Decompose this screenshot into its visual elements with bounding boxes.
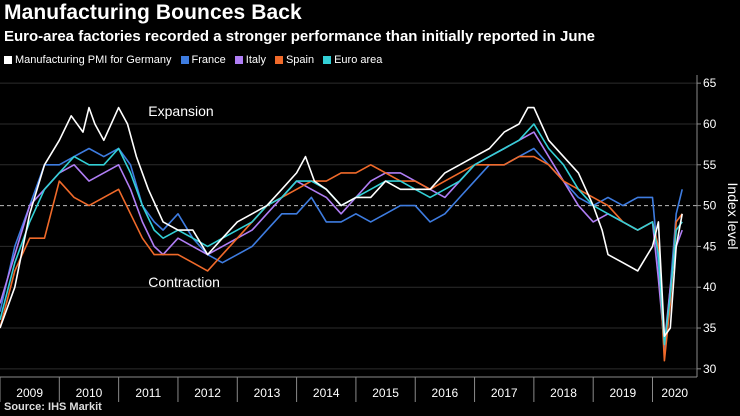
x-tick-label: 2012 [194, 386, 221, 400]
legend: Manufacturing PMI for Germany France Italy… [4, 54, 382, 66]
legend-label: Manufacturing PMI for Germany [15, 54, 172, 66]
legend-item: Manufacturing PMI for Germany [4, 54, 172, 66]
x-tick-label: 2014 [313, 386, 340, 400]
series-line-france [0, 147, 683, 354]
chart-title: Manufacturing Bounces Back [4, 1, 302, 24]
legend-label: Spain [285, 54, 315, 66]
source-note: Source: IHS Markit [4, 401, 102, 413]
grid [0, 82, 697, 402]
y-tick-label: 60 [703, 117, 717, 131]
x-tick-label: 2018 [550, 386, 577, 400]
x-tick-label: 2015 [372, 386, 399, 400]
series-group [0, 106, 683, 362]
series-line-euro-area [0, 123, 683, 346]
series-line-italy [0, 131, 683, 346]
annotation: Expansion [148, 103, 213, 119]
legend-swatch [274, 56, 283, 64]
x-tick-label: 2010 [76, 386, 103, 400]
series-line-manufacturing-pmi-for-germany [0, 106, 683, 338]
x-tick-label: 2009 [16, 386, 43, 400]
y-axis-label: Index level [725, 183, 740, 250]
x-tick-label: 2011 [135, 386, 161, 400]
y-tick-label: 55 [703, 158, 717, 172]
x-tick-label: 2017 [491, 386, 518, 400]
y-tick-label: 35 [703, 321, 717, 335]
y-tick-label: 30 [703, 362, 717, 376]
annotation: Contraction [148, 274, 220, 290]
legend-swatch [180, 56, 189, 64]
legend-swatch [323, 56, 332, 64]
x-tick-label: 2013 [254, 386, 281, 400]
chart-subtitle: Euro-area factories recorded a stronger … [4, 28, 595, 45]
legend-label: Euro area [334, 54, 383, 66]
x-axis: 2009 2010 2011 2012 2013 2014 2015 2016 2017 2018… [0, 376, 697, 400]
legend-item: France [180, 54, 226, 66]
y-tick-label: 40 [703, 280, 717, 294]
x-tick-label: 2016 [432, 386, 459, 400]
y-axis: 30 35 40 45 50 55 60 65 [696, 75, 717, 377]
legend-item: Spain [274, 54, 315, 66]
legend-label: Italy [245, 54, 266, 66]
legend-item: Italy [234, 54, 266, 66]
x-tick-label: 2019 [609, 386, 636, 400]
y-tick-label: 65 [703, 76, 717, 90]
legend-swatch [234, 56, 243, 64]
legend-item: Euro area [323, 54, 382, 66]
y-tick-label: 45 [703, 239, 717, 253]
legend-label: France [191, 54, 226, 66]
legend-swatch [4, 56, 12, 64]
series-line-spain [0, 155, 683, 362]
annotations: Expansion Contraction [148, 103, 220, 290]
x-tick-label: 2020 [661, 386, 688, 400]
y-tick-label: 50 [703, 199, 717, 213]
